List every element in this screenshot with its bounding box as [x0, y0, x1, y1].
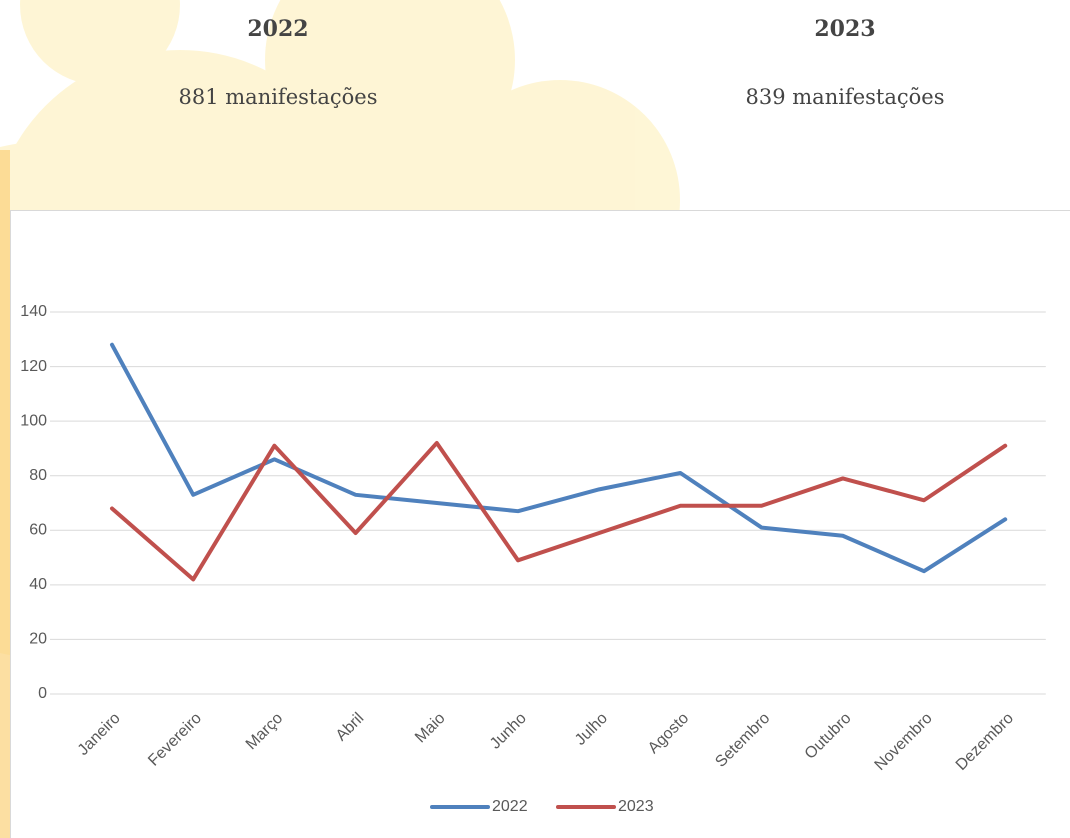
series-line: [110, 440, 1008, 582]
legend-label: 2022: [492, 798, 528, 815]
chart-area: [10, 210, 1070, 838]
header-count: 881 manifestações: [179, 85, 378, 109]
y-tick-label: 60: [29, 522, 47, 539]
header-year: 2022: [247, 16, 308, 42]
y-tick-label: 80: [29, 467, 47, 484]
side-strip: [0, 150, 10, 838]
header-count: 839 manifestações: [746, 85, 945, 109]
legend-label: 2023: [618, 798, 654, 815]
y-tick-label: 0: [38, 685, 47, 702]
y-tick-label: 20: [29, 631, 47, 648]
y-tick-label: 40: [29, 576, 47, 593]
y-tick-label: 120: [20, 358, 47, 375]
y-tick-label: 140: [20, 303, 47, 320]
header-year: 2023: [814, 16, 875, 42]
y-tick-label: 100: [20, 412, 47, 429]
